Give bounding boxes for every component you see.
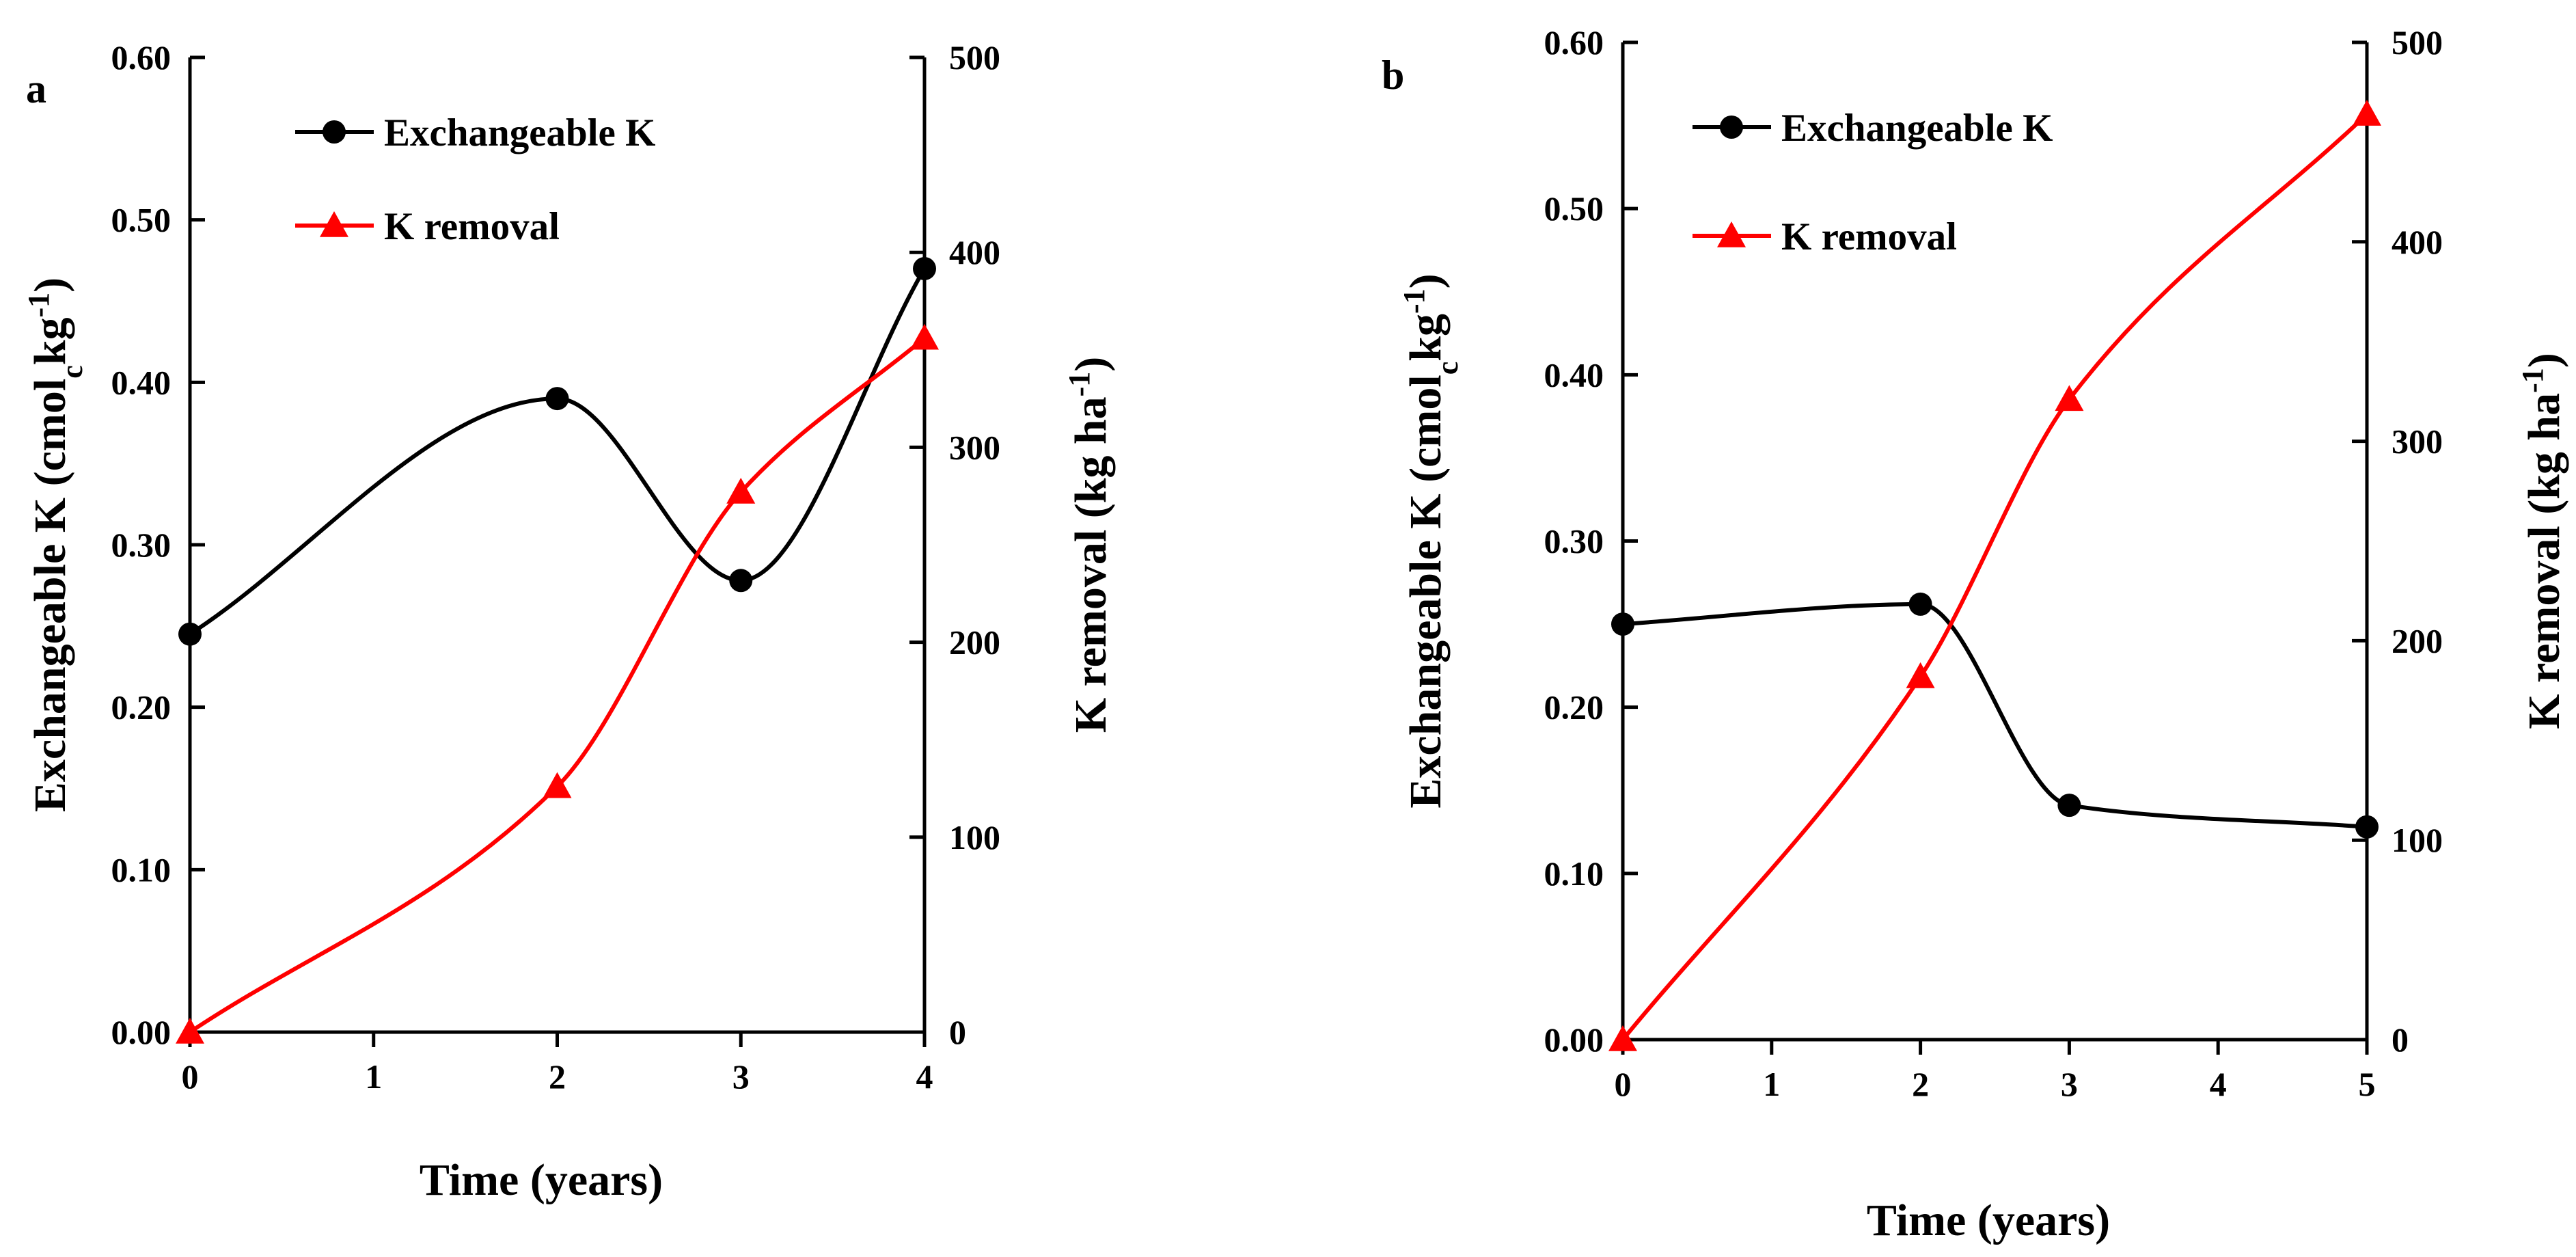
- axis-title-part: ): [2519, 353, 2569, 368]
- right-y-tick-label: 200: [2392, 621, 2443, 660]
- series-line-exchangeable-k: [1622, 602, 2368, 829]
- legend-marker: [1717, 221, 1746, 247]
- legend-label: K removal: [384, 205, 560, 248]
- right-y-axis-title: K removal (kg ha-1): [2516, 353, 2570, 729]
- x-tick-label: 2: [1912, 1065, 1929, 1103]
- left-y-tick-label: 0.20: [111, 688, 172, 727]
- data-point-k-removal: [2353, 100, 2381, 126]
- legend-label: Exchangeable K: [384, 111, 655, 154]
- series-line-k-removal: [1621, 112, 2369, 1041]
- axis-title-part: c: [55, 365, 89, 379]
- data-point-k-removal: [1906, 662, 1935, 688]
- right-y-tick-label: 400: [949, 233, 1000, 271]
- chart-panel-a: 0 1 2 3 4 0.00 0.10 0.20 0.30 0.40 0.50 0.60 0 100 200…: [22, 38, 1116, 1205]
- left-y-tick-label: 0.50: [111, 201, 172, 239]
- axis-title-part: -1: [1397, 288, 1431, 314]
- data-point-exchangeable-k: [1908, 592, 1932, 616]
- left-y-tick-label: 0.20: [1544, 688, 1604, 727]
- x-tick-label: 5: [2359, 1065, 2376, 1103]
- data-point-exchangeable-k: [545, 387, 569, 411]
- right-y-tick-label: 100: [949, 818, 1000, 856]
- x-tick-label: 1: [1763, 1065, 1780, 1103]
- axis-title-part: K removal (kg ha: [2519, 393, 2569, 729]
- data-point-k-removal: [726, 477, 756, 504]
- legend-label: Exchangeable K: [1781, 107, 2053, 150]
- data-point-exchangeable-k: [913, 256, 936, 280]
- data-point-exchangeable-k: [1611, 612, 1634, 636]
- x-tick-label: 2: [549, 1057, 566, 1096]
- data-point-exchangeable-k: [178, 622, 202, 646]
- left-y-tick-label: 0.40: [111, 363, 172, 401]
- x-axis-title: Time (years): [420, 1155, 663, 1205]
- axis-title-part: ): [25, 278, 75, 293]
- left-y-tick-label: 0.40: [1544, 355, 1604, 394]
- right-y-tick-label: 100: [2392, 821, 2443, 859]
- axis-title-part: -1: [2516, 368, 2549, 393]
- left-y-axis-title: Exchangeable K (cmolckg-1): [1397, 273, 1464, 808]
- axis-title-part: kg: [25, 318, 75, 366]
- right-y-tick-label: 0: [2392, 1021, 2409, 1059]
- left-y-axis-title: Exchangeable K (cmolckg-1): [22, 278, 89, 812]
- series-line-exchangeable-k: [189, 267, 927, 636]
- x-tick-label: 4: [2210, 1065, 2227, 1103]
- x-tick-label: 3: [2061, 1065, 2078, 1103]
- axis-title-part: K removal (kg ha: [1066, 396, 1116, 733]
- right-y-tick-label: 300: [949, 428, 1000, 466]
- x-tick-label: 4: [916, 1057, 933, 1096]
- left-y-tick-label: 0.30: [111, 526, 172, 564]
- x-tick-label: 0: [182, 1057, 199, 1096]
- panel-letter: b: [1382, 53, 1404, 98]
- data-point-k-removal: [910, 323, 939, 350]
- left-y-tick-label: 0.00: [111, 1013, 172, 1051]
- data-point-k-removal: [176, 1018, 204, 1044]
- legend-marker: [320, 211, 348, 237]
- x-tick-label: 0: [1615, 1065, 1632, 1103]
- x-axis-title: Time (years): [1867, 1195, 2110, 1245]
- data-point-exchangeable-k: [729, 569, 753, 593]
- left-y-tick-label: 0.10: [1544, 854, 1604, 893]
- right-y-tick-label: 400: [2392, 223, 2443, 261]
- left-y-tick-label: 0.60: [111, 38, 172, 77]
- left-y-tick-label: 0.00: [1544, 1021, 1604, 1059]
- data-point-exchangeable-k: [2057, 794, 2081, 817]
- right-y-axis-title: K removal (kg ha-1): [1063, 357, 1116, 733]
- axis-title-part: Exchangeable K (cmol: [1401, 375, 1451, 808]
- right-y-tick-label: 200: [949, 623, 1000, 662]
- left-y-tick-label: 0.50: [1544, 189, 1604, 228]
- legend-marker: [323, 120, 346, 144]
- chart-panel-b: 0 1 2 3 4 5 0.00 0.10 0.20 0.30 0.40 0.50 0.60 0 100 20…: [1382, 23, 2569, 1245]
- data-point-exchangeable-k: [2355, 815, 2379, 839]
- x-tick-label: 1: [365, 1057, 382, 1096]
- axis-title-part: ): [1401, 273, 1451, 288]
- panel-letter: a: [26, 66, 46, 111]
- data-point-k-removal: [2055, 385, 2084, 411]
- data-point-k-removal: [543, 772, 572, 798]
- left-y-tick-label: 0.60: [1544, 23, 1604, 62]
- series-line-k-removal: [189, 336, 926, 1034]
- left-y-tick-label: 0.10: [111, 850, 172, 889]
- legend-label: K removal: [1781, 215, 1957, 258]
- left-y-tick-label: 0.30: [1544, 522, 1604, 560]
- axis-title-part: kg: [1401, 314, 1451, 362]
- x-tick-label: 3: [732, 1057, 750, 1096]
- axis-title-part: Exchangeable K (cmol: [25, 379, 75, 812]
- right-y-tick-label: 0: [949, 1013, 966, 1051]
- data-point-k-removal: [1608, 1025, 1637, 1051]
- axis-title-part: -1: [22, 293, 55, 318]
- axis-title-part: ): [1066, 357, 1116, 372]
- axis-title-part: c: [1431, 362, 1464, 375]
- legend-marker: [1720, 116, 1743, 139]
- right-y-tick-label: 500: [2392, 23, 2443, 62]
- right-y-tick-label: 300: [2392, 422, 2443, 461]
- axis-title-part: -1: [1063, 372, 1096, 397]
- right-y-tick-label: 500: [949, 38, 1000, 77]
